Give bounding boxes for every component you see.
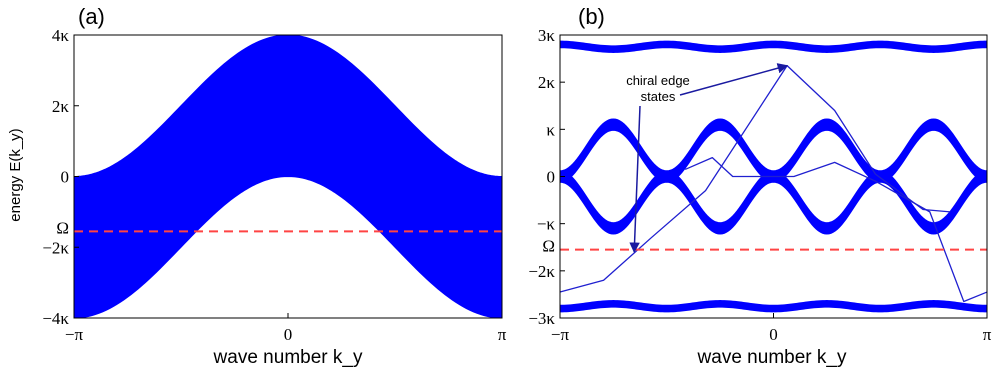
- panel-b-x-tick-label: 0: [769, 325, 778, 344]
- panel-a-omega-label: Ω: [56, 218, 69, 237]
- panel-b-label: (b): [578, 4, 605, 29]
- panel-b-band-top: [559, 40, 988, 53]
- panel-a-y-tick-label: −4κ: [42, 309, 69, 328]
- panel-b-marks: Ω: [542, 40, 988, 313]
- panel-b-y-tick-label: −κ: [537, 215, 556, 234]
- annotation-line-1: chiral edge: [626, 73, 690, 88]
- annotation-line-2: states: [641, 89, 676, 104]
- edge-state-curve-2: [684, 156, 988, 303]
- panel-b-y-tick-label: 0: [547, 168, 556, 187]
- annotation-arrows: [629, 63, 789, 254]
- panel-b-x-axis-label: wave number k_y: [697, 347, 847, 368]
- panel-a-x-tick-label: −π: [65, 325, 84, 344]
- panel-a-y-tick-label: 2κ: [52, 97, 70, 116]
- panel-b-band-middle-lower: [559, 170, 988, 235]
- panel-a-x-axis-label: wave number k_y: [213, 347, 363, 368]
- panel-a-y-tick-label: 4κ: [52, 26, 70, 45]
- panel-a-marks: Ω: [56, 34, 503, 319]
- panel-a-x-tick-label: π: [498, 325, 507, 344]
- panel-b-ticks: −π 0 π 3κ 2κ κ 0 −κ −2κ −3κ: [528, 26, 991, 344]
- panel-a: (a) energy E(k_y) wave number k_y Ω −π 0 π…: [7, 4, 507, 368]
- annotation-arrow: [629, 105, 641, 254]
- panel-b-y-tick-label: −3κ: [528, 309, 555, 328]
- panel-a-band: [73, 34, 503, 319]
- panel-a-y-tick-label: −2κ: [42, 238, 69, 257]
- panel-b-y-tick-label: −2κ: [528, 262, 555, 281]
- panel-a-y-axis-label: energy E(k_y): [7, 128, 24, 221]
- panel-b-band-bottom: [559, 300, 988, 313]
- panel-b-omega-label: Ω: [542, 237, 555, 256]
- panel-b-y-tick-label: 3κ: [538, 26, 556, 45]
- panel-a-label: (a): [78, 4, 105, 29]
- panel-b-x-tick-label: π: [983, 325, 992, 344]
- panel-b-x-tick-label: −π: [551, 325, 570, 344]
- panel-b: (b) wave number k_y Ω −π 0 π 3κ 2κ κ 0 −κ −2κ −3κ…: [528, 4, 991, 368]
- annotation-arrow: [679, 63, 789, 96]
- panel-a-x-tick-label: 0: [284, 325, 293, 344]
- panel-b-y-tick-label: κ: [546, 120, 555, 139]
- panel-a-ticks: −π 0 π 4κ 2κ 0 −2κ −4κ: [42, 26, 506, 344]
- panel-a-y-tick-label: 0: [61, 168, 70, 187]
- panel-b-y-tick-label: 2κ: [538, 73, 556, 92]
